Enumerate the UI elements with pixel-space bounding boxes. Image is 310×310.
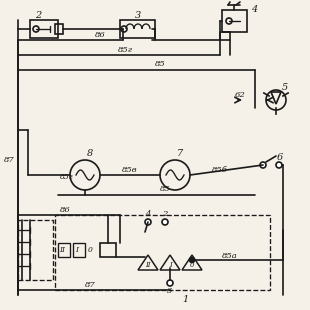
Circle shape	[189, 258, 194, 263]
Text: II: II	[59, 246, 65, 254]
Bar	[120, 20, 155, 38]
Text: 3: 3	[167, 287, 173, 295]
Bar	[30, 20, 58, 38]
Text: 3: 3	[135, 11, 141, 20]
Circle shape	[162, 219, 168, 225]
Bar	[58, 243, 70, 257]
Circle shape	[167, 280, 173, 286]
Text: 87: 87	[4, 156, 14, 164]
Text: 2: 2	[35, 11, 41, 20]
Text: 86: 86	[60, 206, 70, 214]
Circle shape	[260, 162, 266, 168]
Text: 85а: 85а	[222, 252, 238, 260]
Text: 4: 4	[251, 6, 257, 15]
Text: II: II	[145, 261, 151, 269]
Text: I: I	[169, 261, 171, 269]
Bar	[55, 24, 63, 34]
Text: I: I	[76, 246, 78, 254]
Text: 62: 62	[235, 91, 246, 99]
Text: 85: 85	[160, 185, 171, 193]
Text: 85г: 85г	[117, 46, 132, 54]
Text: 8: 8	[87, 148, 93, 157]
Text: 0: 0	[87, 246, 92, 254]
Circle shape	[145, 219, 151, 225]
Text: 86: 86	[95, 31, 105, 39]
Bar	[222, 10, 247, 32]
Text: 85: 85	[155, 60, 165, 68]
Text: 85в: 85в	[122, 166, 138, 174]
Text: 7: 7	[177, 148, 183, 157]
Text: 85б: 85б	[212, 166, 228, 174]
Circle shape	[276, 162, 282, 168]
Text: 2: 2	[162, 210, 168, 218]
Text: 4: 4	[145, 210, 151, 218]
Text: 5: 5	[282, 83, 288, 92]
Bar	[100, 243, 116, 257]
Text: 85г: 85г	[60, 173, 74, 181]
Text: 87: 87	[85, 281, 95, 289]
Bar	[73, 243, 85, 257]
Text: 6: 6	[277, 153, 283, 162]
Bar	[55, 215, 270, 290]
Text: 0: 0	[190, 261, 194, 269]
Bar	[18, 220, 53, 280]
Text: 1: 1	[182, 295, 188, 304]
